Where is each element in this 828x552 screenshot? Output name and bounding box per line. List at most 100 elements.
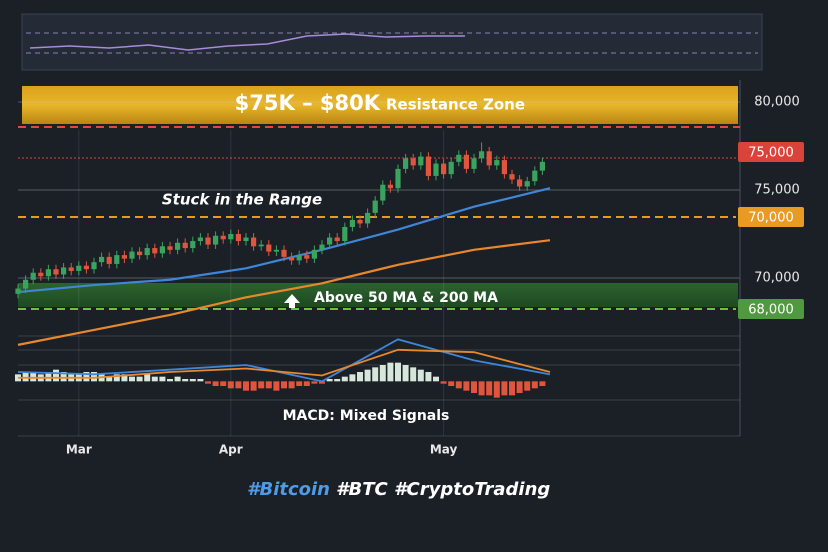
macd-bar <box>258 381 265 389</box>
rsi-line <box>29 33 465 51</box>
macd-bar <box>357 372 363 382</box>
macd-line <box>18 348 551 379</box>
candle-body <box>319 244 325 250</box>
macd-bar <box>273 381 280 391</box>
macd-line <box>17 338 551 383</box>
macd-bar <box>227 381 234 389</box>
macd-bar <box>235 381 242 389</box>
candle-body <box>410 158 416 166</box>
candle-body <box>387 184 393 189</box>
candle-body <box>235 234 241 242</box>
hashtag: #Bitcoin <box>247 479 330 500</box>
macd-bar <box>197 379 204 382</box>
level-tag-label: 70,000 <box>748 211 794 226</box>
candle-body <box>129 251 135 259</box>
candle-body <box>182 242 188 249</box>
macd-bar <box>113 374 120 382</box>
ma-note: Above 50 MA & 200 MA <box>314 290 498 306</box>
candle-body <box>61 267 67 275</box>
candle-body <box>296 255 302 261</box>
candle-body <box>15 288 21 294</box>
macd-bar <box>212 381 219 386</box>
candle-body <box>266 244 272 252</box>
resistance-subtitle: Resistance Zone <box>386 96 525 114</box>
candle-body <box>327 237 333 245</box>
macd-bar <box>53 369 59 382</box>
candle-body <box>418 156 424 166</box>
macd-bar <box>387 362 394 382</box>
macd-bar <box>433 376 439 382</box>
candle-body <box>486 151 492 166</box>
macd-bar <box>379 365 386 382</box>
candle-body <box>273 249 279 252</box>
macd-bar <box>83 372 90 382</box>
macd-bar <box>151 376 158 382</box>
candle-body <box>289 256 295 261</box>
macd-bar <box>136 376 143 382</box>
candle-body <box>471 158 477 169</box>
candle-body <box>213 235 219 245</box>
candle-body <box>83 265 89 270</box>
macd-bar <box>30 372 37 382</box>
macd-bar <box>205 381 211 384</box>
macd-bar <box>364 369 371 382</box>
macd-bar <box>440 381 447 384</box>
candle-body <box>281 249 287 257</box>
candle-body <box>243 237 249 242</box>
candle-body <box>448 161 454 175</box>
candle-body <box>342 226 348 242</box>
candle-body <box>349 219 355 227</box>
candle-body <box>494 160 500 166</box>
level-tag-label: 68,000 <box>748 303 794 318</box>
macd-bar <box>448 381 455 386</box>
candle-body <box>205 237 211 245</box>
macd-bar <box>265 381 272 389</box>
macd-bar <box>341 376 348 382</box>
macd-bar <box>417 369 424 382</box>
candle-body <box>152 248 158 254</box>
macd-bar <box>455 381 462 389</box>
macd-bar <box>250 381 257 391</box>
macd-bar <box>410 367 417 382</box>
macd-bar <box>493 381 500 398</box>
x-tick-label: May <box>430 443 458 457</box>
up-arrow <box>284 294 300 308</box>
rsi-panel <box>21 13 763 71</box>
macd-bar <box>159 376 166 382</box>
candle-body <box>76 265 82 271</box>
macd-bar <box>91 372 97 382</box>
candle-body <box>190 241 196 249</box>
hashtags: #BTC #CryptoTrading <box>336 479 550 500</box>
candle-body <box>539 161 545 171</box>
resistance-title: $75K – $80K <box>235 91 381 115</box>
macd-bar <box>129 376 135 382</box>
candle-body <box>106 256 112 264</box>
macd-bar <box>182 379 189 382</box>
macd-bar <box>425 372 432 382</box>
macd-bar <box>334 379 341 382</box>
candle-body <box>68 267 74 271</box>
macd-bar <box>486 381 493 396</box>
support-band <box>18 283 738 307</box>
y-tick-label: 70,000 <box>754 271 800 286</box>
macd-bar <box>167 379 173 382</box>
candle-body <box>463 154 469 169</box>
resistance-band <box>22 86 738 124</box>
candle-body <box>425 156 431 176</box>
candle-body <box>509 174 515 180</box>
y-tick-label: 80,000 <box>754 95 800 110</box>
candle-body <box>228 234 234 240</box>
macd-bar <box>471 381 477 393</box>
macd-bar <box>524 381 531 391</box>
macd-bar <box>288 381 295 389</box>
macd-bar <box>509 381 515 396</box>
candle-body <box>220 235 226 240</box>
candle-body <box>456 154 462 162</box>
macd-bar <box>281 381 287 389</box>
level-tag <box>738 207 804 227</box>
macd-bar <box>372 367 379 382</box>
candle-body <box>501 160 507 175</box>
macd-bar <box>402 365 409 382</box>
